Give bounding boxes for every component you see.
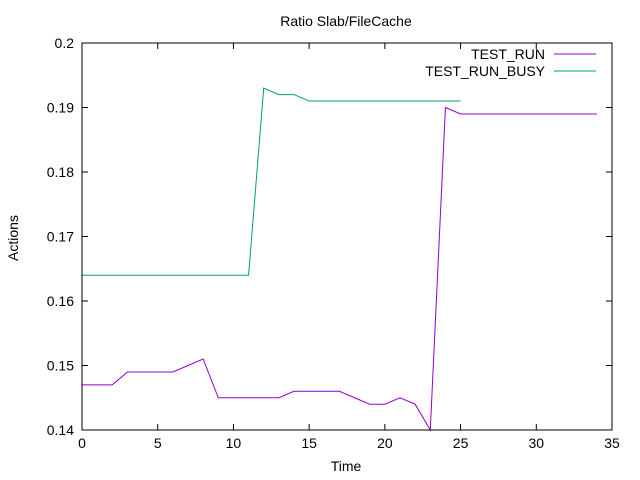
series-line-test-run-busy [82, 87, 461, 276]
x-tick-label: 20 [377, 435, 393, 451]
y-tick-label: 0.18 [47, 164, 74, 180]
y-tick-label: 0.2 [55, 35, 75, 51]
x-tick-label: 0 [78, 435, 86, 451]
axis-ticks: 0 5 10 15 20 25 30 35 0.14 0.15 0.16 0.17 0.18 0.19 0.… [47, 35, 620, 451]
y-tick-label: 0.15 [47, 358, 74, 374]
x-tick-label: 5 [154, 435, 162, 451]
y-tick-label: 0.16 [47, 293, 74, 309]
chart-title: Ratio Slab/FileCache [280, 13, 412, 29]
y-tick-label: 0.14 [47, 422, 74, 438]
x-tick-label: 15 [301, 435, 317, 451]
legend-label: TEST_RUN_BUSY [425, 63, 545, 79]
y-tick-label: 0.19 [47, 100, 74, 116]
x-axis-label: Time [331, 458, 362, 474]
plot-lines [82, 87, 597, 432]
x-tick-label: 30 [528, 435, 544, 451]
x-tick-label: 10 [226, 435, 242, 451]
x-tick-label: 35 [604, 435, 620, 451]
legend-label: TEST_RUN [471, 46, 545, 62]
plot-frame [81, 42, 613, 431]
y-tick-label: 0.17 [47, 229, 74, 245]
y-axis-label: Actions [5, 215, 21, 261]
x-tick-label: 25 [453, 435, 469, 451]
series-line-test-run [82, 106, 597, 432]
